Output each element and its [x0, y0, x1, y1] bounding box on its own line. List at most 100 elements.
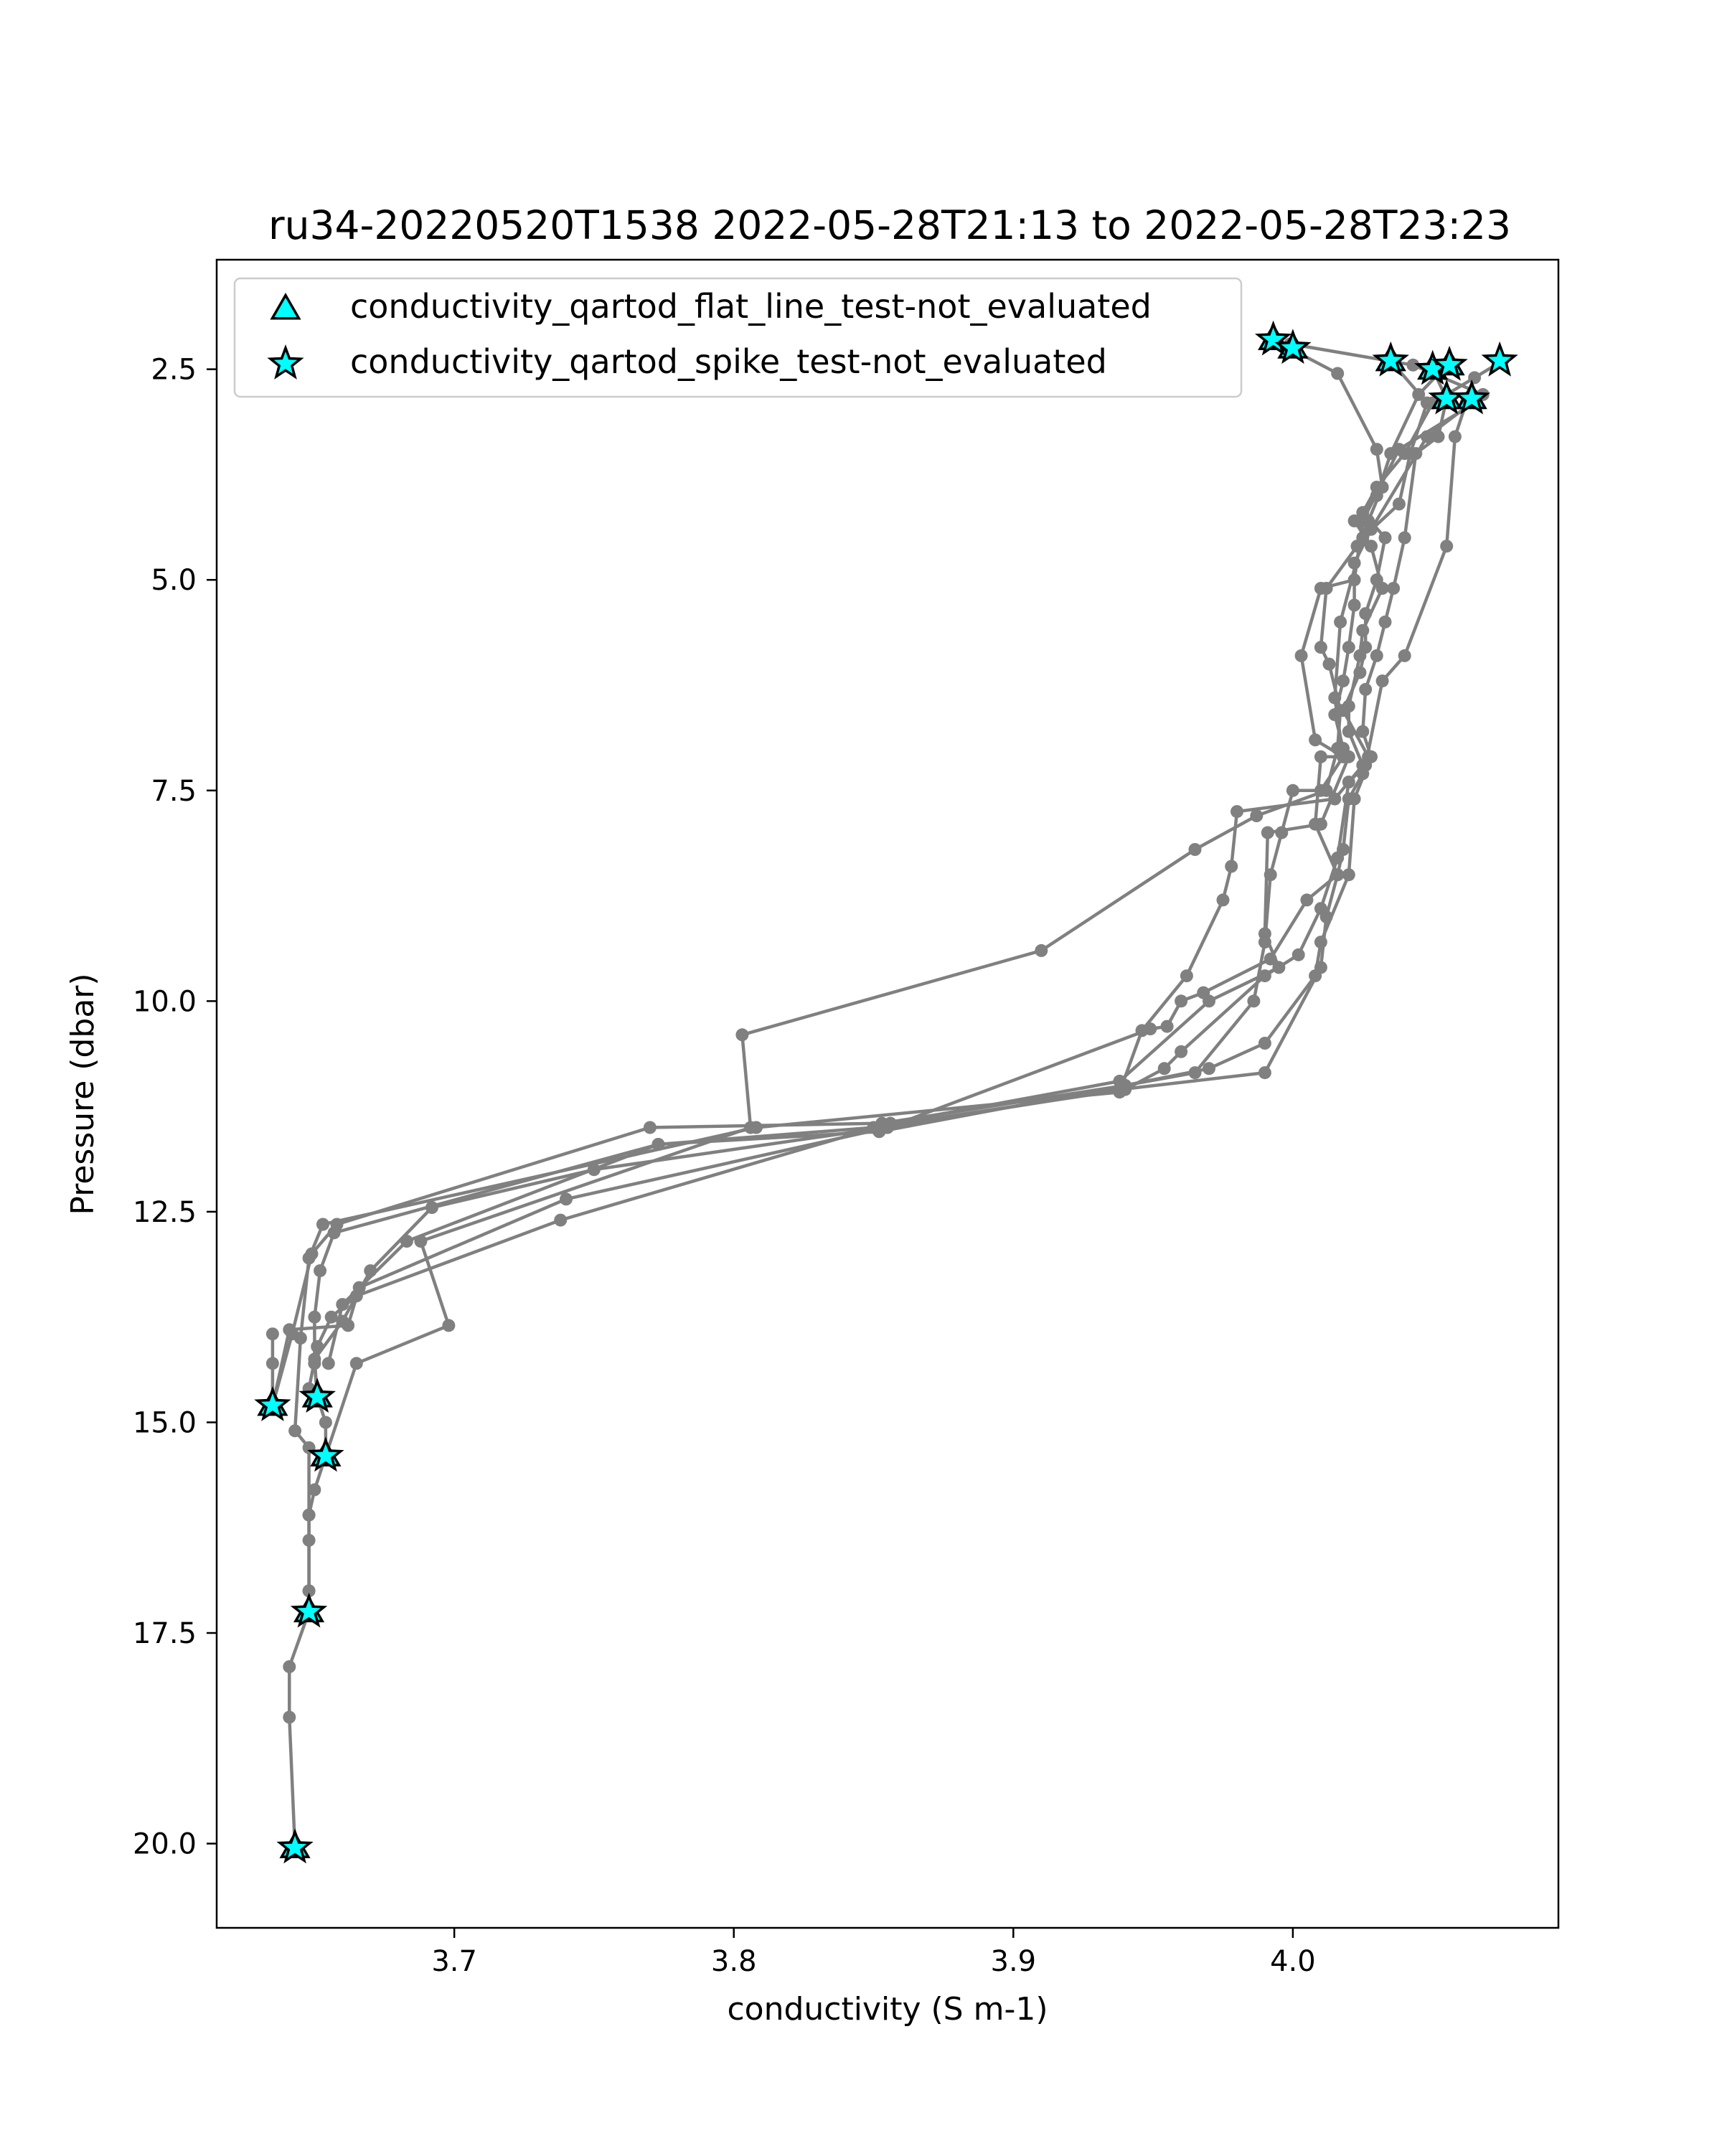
spike-flag-marker: [307, 1436, 344, 1472]
y-tick-label: 17.5: [133, 1617, 197, 1650]
data-point: [1261, 826, 1274, 839]
data-point: [1197, 986, 1210, 999]
data-point: [1384, 447, 1398, 461]
data-point: [1431, 430, 1445, 443]
data-point: [442, 1319, 456, 1332]
data-point: [1331, 851, 1345, 865]
data-point: [643, 1121, 657, 1134]
plot-frame: [215, 258, 1560, 1929]
data-point: [1370, 489, 1383, 502]
data-point: [1292, 948, 1305, 961]
data-point: [327, 1226, 341, 1240]
y-tick-label: 5.0: [151, 564, 197, 597]
data-point: [1258, 1066, 1271, 1080]
data-point: [1370, 443, 1383, 456]
data-point: [308, 1483, 321, 1497]
data-point: [1258, 936, 1271, 949]
data-point: [1203, 1062, 1215, 1075]
data-point: [1309, 733, 1322, 747]
data-point: [1135, 1024, 1149, 1037]
data-point: [1342, 868, 1355, 882]
data-point: [867, 1121, 880, 1134]
data-point: [1365, 540, 1378, 553]
plot-area: [254, 320, 1518, 1864]
data-point: [1231, 805, 1243, 819]
data-point: [1398, 531, 1411, 545]
data-point: [302, 1508, 316, 1522]
data-point: [1342, 641, 1355, 654]
data-point: [265, 1327, 279, 1341]
legend: conductivity_qartod_flat_line_test-not_e…: [233, 277, 1243, 398]
data-point: [265, 1357, 279, 1370]
spike-flag-marker: [1431, 345, 1468, 381]
spike-flag-marker: [290, 1592, 328, 1628]
data-point: [302, 1584, 316, 1598]
data-point: [1286, 783, 1299, 797]
data-point: [308, 1357, 321, 1370]
data-point: [1247, 994, 1261, 1008]
data-point: [1258, 969, 1271, 983]
data-point: [1314, 750, 1327, 763]
data-point: [560, 1192, 573, 1206]
data-point: [342, 1319, 355, 1332]
profile-line: [270, 368, 1449, 1406]
data-point: [1314, 582, 1327, 595]
legend-star-marker: [267, 344, 304, 380]
spike-flag-marker: [276, 1828, 314, 1864]
data-point: [1334, 615, 1347, 629]
data-point: [352, 1281, 366, 1294]
legend-label-flat-line: conductivity_qartod_flat_line_test-not_e…: [350, 287, 1152, 326]
spike-flag-marker: [254, 1385, 291, 1421]
x-tick-label: 3.9: [991, 1945, 1037, 1978]
data-point: [1337, 674, 1350, 688]
x-axis-ticks: 3.7 3.8 3.9 4.0: [431, 1928, 1316, 1978]
data-point: [1250, 809, 1264, 822]
spike-flag-marker: [1274, 329, 1312, 364]
spike-flag-marker: [1481, 341, 1518, 377]
flags-layer: [254, 320, 1518, 1864]
data-point: [1398, 649, 1411, 662]
y-axis-ticks: 2.5 5.0 7.5 10.0 12.5 15.0 17.5 20.0: [133, 354, 217, 1861]
spike-flag-marker: [1254, 320, 1292, 356]
x-tick-label: 3.7: [431, 1945, 477, 1978]
data-point: [1337, 750, 1350, 763]
data-point: [749, 1121, 763, 1134]
data-point: [1314, 641, 1327, 654]
data-point: [1440, 540, 1454, 553]
data-point: [1258, 1037, 1271, 1050]
series-layer: [265, 333, 1510, 1855]
data-point: [1356, 725, 1370, 738]
x-tick-label: 4.0: [1270, 1945, 1316, 1978]
data-point: [1175, 1045, 1188, 1058]
y-axis-label: Pressure (dbar): [65, 973, 101, 1215]
data-point: [1322, 657, 1336, 671]
data-point: [1342, 776, 1355, 789]
data-point: [1328, 691, 1342, 705]
data-point: [286, 1327, 299, 1341]
data-point: [1216, 893, 1230, 907]
data-point: [1309, 817, 1322, 831]
data-point: [1409, 447, 1423, 461]
y-tick-label: 20.0: [133, 1828, 197, 1861]
data-point: [1035, 943, 1048, 957]
spike-flag-marker: [1372, 341, 1409, 377]
data-point: [1347, 514, 1361, 527]
data-point: [1160, 1020, 1174, 1033]
data-point: [283, 1710, 296, 1724]
data-point: [288, 1424, 302, 1438]
data-point: [1264, 952, 1277, 966]
spike-flag-marker: [298, 1378, 336, 1413]
profile-line: [313, 359, 1504, 1398]
data-point: [1375, 674, 1389, 688]
legend-triangle-shape: [270, 292, 301, 320]
data-point: [1314, 902, 1327, 915]
data-point: [319, 1416, 332, 1429]
x-axis-label: conductivity (S m-1): [727, 1991, 1048, 2028]
data-point: [1347, 792, 1361, 806]
data-point: [400, 1235, 413, 1248]
data-point: [1378, 531, 1392, 545]
data-point: [1392, 497, 1406, 511]
data-point: [1309, 969, 1322, 983]
legend-star-shape: [267, 344, 304, 380]
